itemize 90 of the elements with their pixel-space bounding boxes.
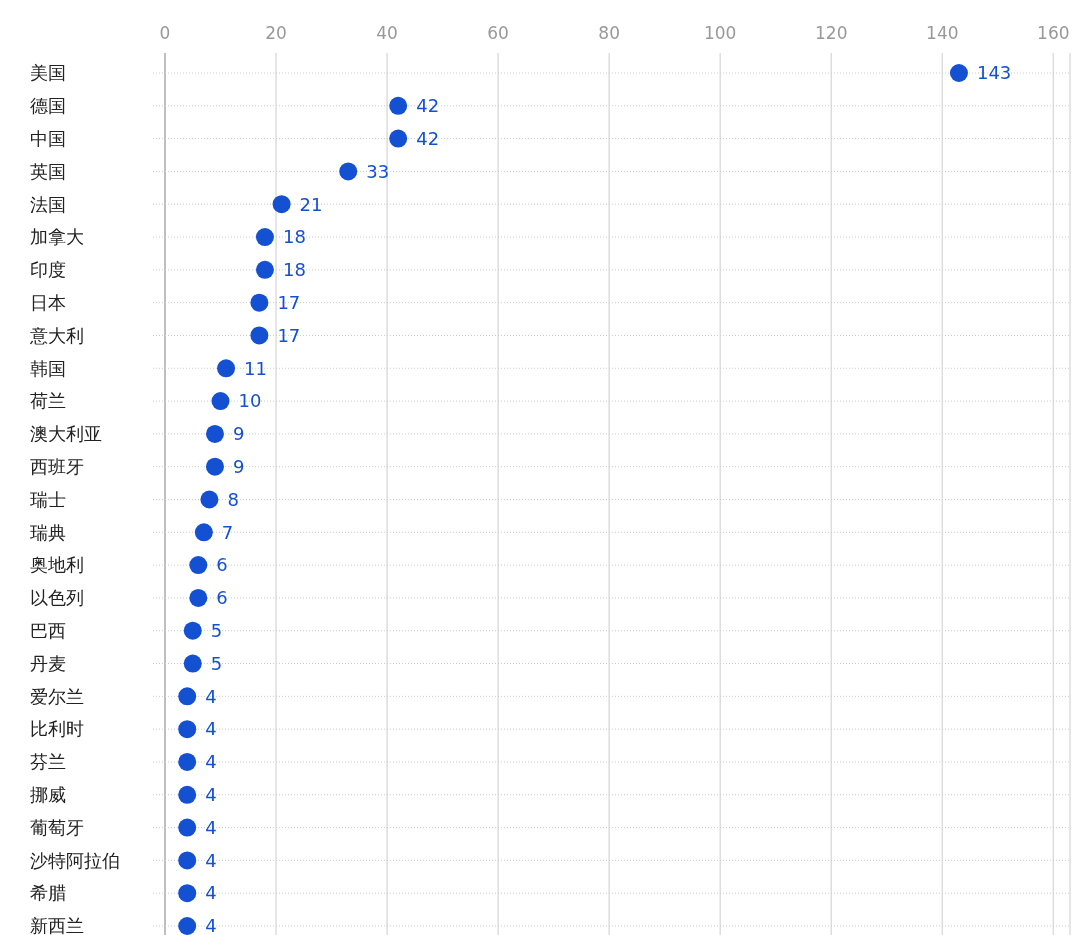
y-tick-label: 以色列 [30,587,84,609]
point [189,588,208,607]
data-label: 7 [221,521,234,543]
point [255,228,274,247]
y-tick-label: 挪威 [30,784,66,806]
data-label: 4 [205,784,217,806]
data-label: 10 [238,390,262,412]
point [211,392,230,411]
y-tick-label: 瑞士 [30,488,66,510]
x-tick-label: 160 [1037,23,1070,43]
data-label: 4 [205,685,217,707]
point [178,752,197,771]
point [178,917,197,935]
y-tick-label: 意大利 [29,324,84,346]
x-tick-label: 40 [376,23,398,43]
data-label: 18 [282,259,306,281]
point [183,621,202,640]
x-tick-label: 120 [815,23,848,43]
point [389,129,408,148]
y-tick-label: 芬兰 [30,751,66,773]
point [178,785,197,804]
y-tick-label: 日本 [30,291,66,313]
x-tick-label: 60 [487,23,509,43]
point [949,64,968,82]
y-tick-label: 荷兰 [30,390,66,412]
point [178,851,197,870]
data-label: 6 [216,554,228,576]
x-tick-label: 140 [926,23,959,43]
point [189,556,208,575]
data-label: 143 [976,62,1012,84]
y-tick-label: 比利时 [30,718,84,740]
point [178,818,197,837]
point [205,457,224,476]
data-label: 33 [366,160,390,182]
point [339,162,358,181]
y-tick-label: 韩国 [30,357,66,379]
data-label: 4 [205,849,217,871]
y-tick-label: 英国 [30,160,66,182]
data-label: 5 [210,620,223,642]
point [389,96,408,115]
x-tick-label: 20 [265,23,287,43]
y-tick-label: 法国 [30,193,66,215]
point [194,523,213,542]
data-label: 5 [210,652,223,674]
y-tick-label: 爱尔兰 [30,685,84,707]
data-label: 6 [216,587,228,609]
point [205,424,224,443]
data-label: 42 [416,127,440,149]
data-label: 4 [205,882,217,904]
y-tick-label: 葡萄牙 [30,816,84,838]
x-tick-label: 100 [703,23,737,43]
data-label: 18 [282,226,306,248]
data-label: 17 [277,291,301,313]
x-tick-label: 80 [598,23,620,43]
data-label: 17 [277,324,301,346]
x-tick-label: 0 [159,23,171,43]
data-label: 8 [227,488,239,510]
data-label: 4 [205,816,217,838]
y-tick-label: 加拿大 [30,226,84,248]
y-tick-label: 中国 [30,127,66,149]
y-tick-label: 巴西 [30,620,66,642]
data-label: 4 [205,915,217,935]
y-tick-label: 美国 [30,62,66,84]
point [250,293,269,312]
point [272,195,291,214]
y-tick-label: 印度 [30,259,66,281]
data-label: 42 [416,95,440,117]
y-tick-label: 希腊 [30,882,66,904]
point [255,260,274,279]
data-label: 4 [205,751,217,773]
point [200,490,219,509]
data-label: 21 [299,193,323,215]
point [217,359,236,378]
data-label: 4 [205,718,217,740]
y-tick-label: 德国 [30,95,66,117]
data-label: 11 [244,357,267,379]
data-label: 9 [232,455,245,477]
y-tick-label: 澳大利亚 [30,423,102,445]
point [178,720,197,739]
y-tick-label: 丹麦 [30,652,66,674]
y-tick-label: 沙特阿拉伯 [30,849,120,871]
y-tick-label: 西班牙 [30,455,84,477]
point [250,326,269,345]
point [183,654,202,673]
data-label: 9 [232,423,245,445]
point [178,687,197,706]
y-tick-label: 奥地利 [30,554,84,576]
y-tick-label: 新西兰 [30,915,84,935]
y-tick-label: 瑞典 [30,521,66,543]
point [178,884,197,903]
